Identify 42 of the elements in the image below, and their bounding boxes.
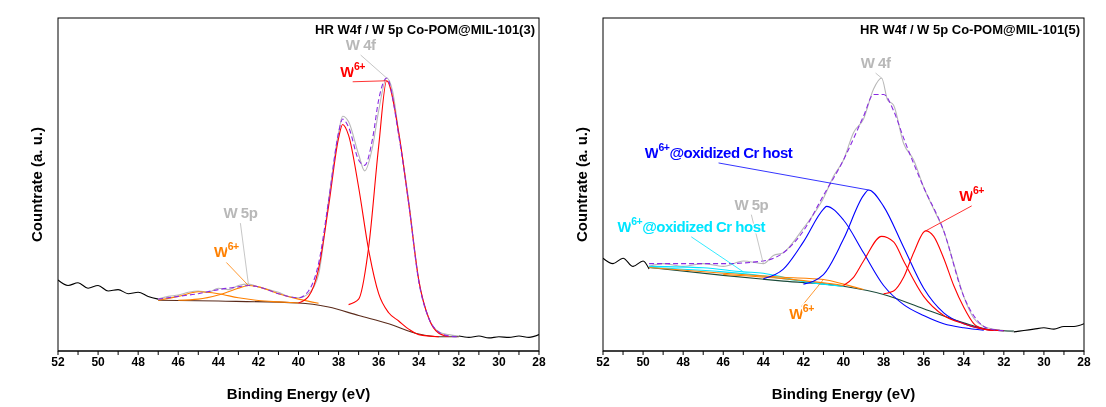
x-axis-title: Binding Energy (eV) (771, 385, 916, 402)
x-tick-label: 40 (291, 354, 306, 369)
x-tick-label: 36 (371, 354, 386, 369)
x-tick-label: 42 (251, 354, 266, 369)
chart-title: HR W4f / W 5p Co-POM@MIL-101(5) (860, 22, 1080, 37)
x-tick-label: 48 (676, 354, 691, 369)
x-tick-label: 30 (492, 354, 506, 369)
x-tick-label: 52 (596, 354, 610, 369)
x-tick-label: 28 (532, 354, 546, 369)
x-tick-label: 36 (916, 354, 931, 369)
x-tick-label: 46 (716, 354, 731, 369)
x-tick-label: 50 (91, 354, 106, 369)
x-tick-label: 52 (51, 354, 65, 369)
annotation: W$^{6+}$ (959, 183, 985, 204)
chart-title: HR W4f / W 5p Co-POM@MIL-101(3) (315, 22, 535, 37)
annotation: W$^{6+}$ (214, 240, 240, 261)
y-axis-title: Countrate (a. u.) (573, 127, 590, 242)
annotation: W 4f (860, 54, 892, 72)
x-tick-label: 34 (957, 354, 971, 369)
x-tick-label: 44 (756, 354, 771, 369)
x-tick-label: 48 (131, 354, 146, 369)
x-tick-label: 32 (997, 354, 1011, 369)
annotation: W$^{6+}$ (340, 59, 366, 80)
annotation: W 4f (345, 36, 378, 54)
annotation: W 5p (734, 195, 769, 213)
x-tick-label: 28 (1077, 354, 1091, 369)
x-tick-label: 32 (452, 354, 466, 369)
x-tick-label: 44 (211, 354, 226, 369)
x-tick-label: 42 (796, 354, 811, 369)
annotation: W 5p (223, 204, 258, 222)
x-tick-label: 40 (836, 354, 851, 369)
x-axis-title: Binding Energy (eV) (226, 385, 371, 402)
x-tick-label: 34 (412, 354, 426, 369)
x-tick-label: 50 (636, 354, 651, 369)
annotation: W$^{6+}$@oxidized Cr host (617, 214, 766, 235)
annotation: W$^{6+}$@oxidized Cr host (644, 140, 793, 161)
annotation: W$^{6+}$ (789, 302, 815, 323)
x-tick-label: 30 (1037, 354, 1051, 369)
x-tick-label: 46 (171, 354, 186, 369)
x-tick-label: 38 (331, 354, 346, 369)
y-axis-title: Countrate (a. u.) (28, 127, 45, 242)
x-tick-label: 38 (876, 354, 891, 369)
